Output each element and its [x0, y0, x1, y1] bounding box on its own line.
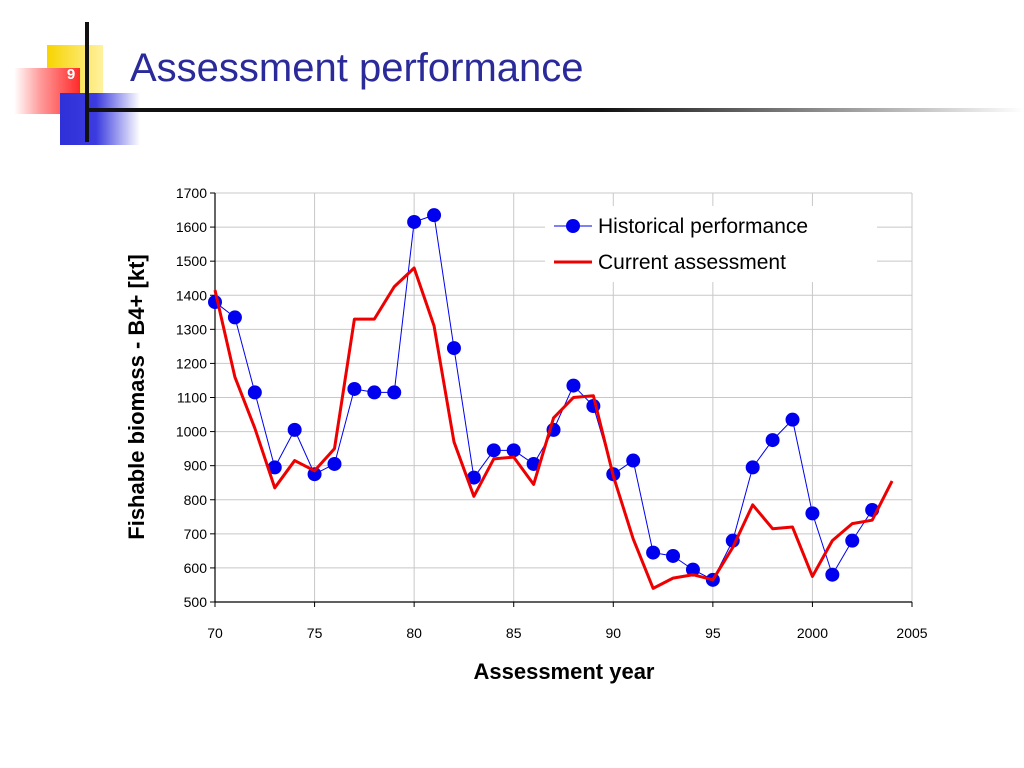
x-tick-label: 95 — [705, 625, 721, 641]
header-vertical-rule — [85, 22, 89, 142]
y-tick-label: 1000 — [176, 424, 207, 440]
y-axis-title: Fishable biomass - B4+ [kt] — [124, 254, 149, 539]
y-tick-label: 700 — [184, 526, 208, 542]
x-tick-label: 2000 — [797, 625, 828, 641]
historical-performance-point — [666, 548, 681, 563]
y-tick-label: 1300 — [176, 321, 207, 337]
current-assessment-line — [213, 266, 894, 590]
historical-performance-point — [646, 545, 661, 560]
historical-performance-point — [267, 460, 282, 475]
legend-box — [545, 206, 877, 282]
page-number: 9 — [66, 66, 76, 83]
historical-performance-point — [466, 470, 481, 485]
y-tick-label: 1700 — [176, 185, 207, 201]
y-tick-label: 1400 — [176, 287, 207, 303]
historical-performance-point — [307, 467, 322, 482]
historical-performance-point — [247, 385, 262, 400]
x-tick-label: 85 — [506, 625, 522, 641]
y-tick-label: 900 — [184, 458, 208, 474]
x-tick-label: 80 — [406, 625, 422, 641]
historical-performance-point — [387, 385, 402, 400]
historical-performance-point — [347, 381, 362, 396]
y-tick-label: 1100 — [177, 390, 207, 406]
x-tick-label: 2005 — [896, 625, 927, 641]
historical-performance-point — [427, 208, 442, 223]
historical-performance-point — [825, 567, 840, 582]
historical-performance-point — [845, 533, 860, 548]
x-axis-title: Assessment year — [473, 659, 654, 684]
chart-tick-labels: 500 600 700 800 900 1000 1100 1200 1300 1400 1500 1… — [176, 185, 928, 641]
x-tick-label: 70 — [207, 625, 223, 641]
y-tick-label: 500 — [184, 594, 208, 610]
chart-axes — [210, 192, 913, 607]
legend-historical-label: Historical performance — [598, 215, 808, 238]
historical-performance-point — [805, 506, 820, 521]
historical-performance-point — [486, 443, 501, 458]
historical-performance-point — [407, 214, 422, 229]
header-decoration-blue — [60, 93, 140, 145]
x-tick-label: 75 — [307, 625, 323, 641]
chart-legend: Historical performance Current assessment — [545, 206, 877, 282]
historical-performance-point — [446, 341, 461, 356]
y-tick-label: 1600 — [176, 219, 207, 235]
y-tick-label: 1500 — [176, 253, 207, 269]
legend-current-label: Current assessment — [598, 251, 786, 274]
y-tick-label: 600 — [184, 560, 208, 576]
historical-performance-point — [227, 310, 242, 325]
historical-performance-point — [785, 412, 800, 427]
slide-title: Assessment performance — [130, 46, 584, 90]
historical-performance-point — [626, 453, 641, 468]
historical-performance-point — [327, 456, 342, 471]
header-horizontal-rule — [85, 108, 1024, 112]
historical-performance-point — [566, 378, 581, 393]
x-tick-label: 90 — [605, 625, 621, 641]
y-tick-label: 800 — [184, 492, 208, 508]
chart-series — [208, 208, 894, 590]
y-tick-label: 1200 — [176, 355, 207, 371]
historical-performance-point — [685, 562, 700, 577]
historical-performance-point — [287, 422, 302, 437]
historical-performance-point — [367, 385, 382, 400]
historical-performance-point — [745, 460, 760, 475]
historical-performance-point — [526, 456, 541, 471]
historical-performance-point — [765, 433, 780, 448]
historical-performance-point — [506, 443, 521, 458]
legend-historical-marker — [566, 219, 580, 233]
